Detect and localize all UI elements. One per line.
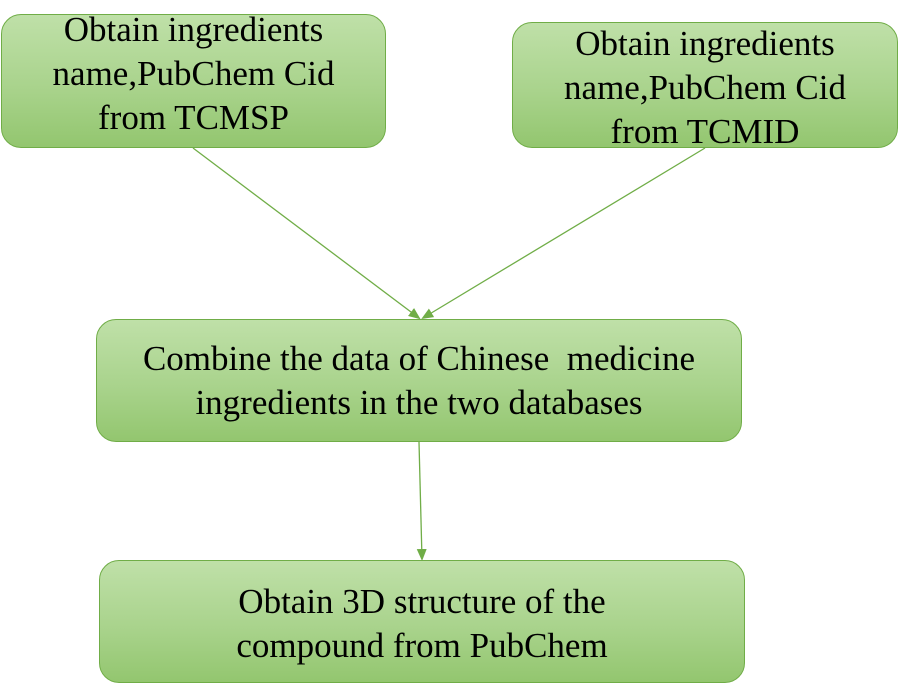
node-text-line: ingredients in the two databases <box>195 382 643 422</box>
node-text: Obtain ingredients name,PubChem Cid from… <box>564 22 846 154</box>
node-combine-databases: Combine the data of Chinese medicine ing… <box>96 319 742 442</box>
node-text: Combine the data of Chinese medicine ing… <box>143 337 695 425</box>
node-text: Obtain 3D structure of the compound from… <box>236 580 607 668</box>
node-text-line: Combine the data of Chinese medicine <box>142 338 696 378</box>
node-text: Obtain ingredients name,PubChem Cid from… <box>53 8 335 140</box>
node-text-line: name,PubChem Cid <box>564 68 846 107</box>
node-obtain-from-tcmid: Obtain ingredients name,PubChem Cid from… <box>512 22 898 151</box>
node-obtain-3d-structure: Obtain 3D structure of the compound from… <box>99 560 745 683</box>
arrow-tcmid-to-combine <box>421 147 706 320</box>
node-obtain-from-tcmsp: Obtain ingredients name,PubChem Cid from… <box>1 10 386 148</box>
node-text-line: name,PubChem Cid <box>52 54 335 93</box>
arrow-tcmsp-to-combine <box>192 147 421 320</box>
node-text-line: compound from PubChem <box>236 625 608 665</box>
node-text-line: Obtain ingredients <box>575 24 835 63</box>
arrow-combine-to-pubchem <box>416 441 427 561</box>
node-text-line: from TCMID <box>610 112 800 151</box>
node-text-line: from TCMSP <box>98 98 289 137</box>
node-text-line: Obtain ingredients <box>63 10 324 49</box>
node-text-line: Obtain 3D structure of the <box>238 581 606 621</box>
